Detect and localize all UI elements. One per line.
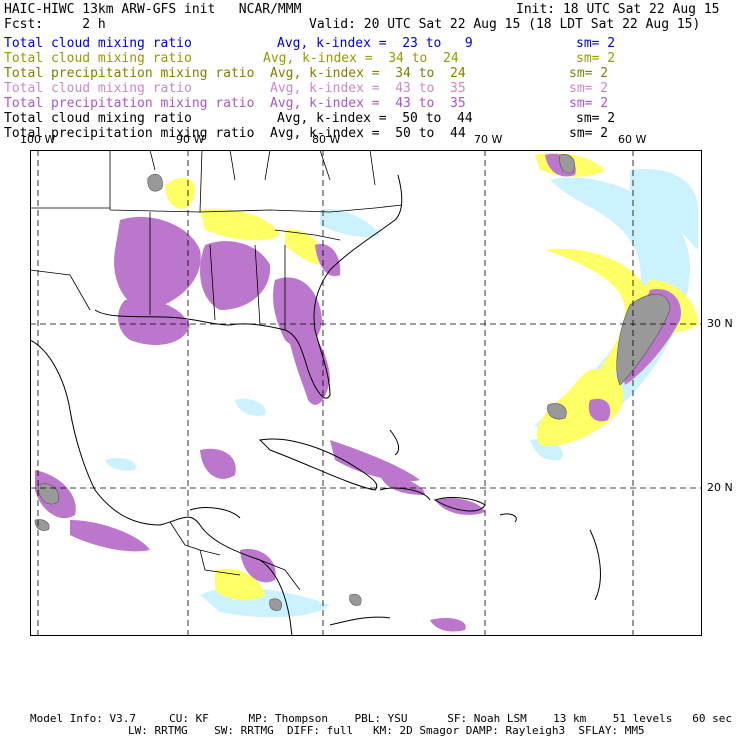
- legend-avg: Avg, k-index = 43 to 35: [270, 96, 466, 111]
- lon-label: 60 W: [618, 133, 647, 146]
- legend-label: Total precipitation mixing ratio: [4, 126, 255, 141]
- legend-sm: sm= 2: [569, 66, 609, 81]
- legend-label: Total cloud mixing ratio: [4, 51, 192, 66]
- lon-label: 100 W: [20, 133, 56, 146]
- model-info-line1: Model Info: V3.7 CU: KF MP: Thompson PBL…: [30, 712, 732, 725]
- lat-lon-grid: [30, 150, 702, 636]
- lon-label: 80 W: [312, 133, 341, 146]
- lat-label: 30 N: [707, 317, 733, 330]
- state-borders: [30, 150, 403, 591]
- legend-avg: Avg, k-index = 23 to 9: [277, 36, 473, 51]
- legend-sm: sm= 2: [569, 81, 609, 96]
- model-info-line2: LW: RRTMG SW: RRTMG DIFF: full KM: 2D Sm…: [128, 724, 645, 737]
- precip-gray: [34, 154, 671, 611]
- legend-sm: sm= 2: [576, 111, 616, 126]
- legend-label: Total precipitation mixing ratio: [4, 96, 255, 111]
- legend-sm: sm= 2: [576, 51, 616, 66]
- init-time: Init: 18 UTC Sat 22 Aug 15: [516, 2, 720, 17]
- legend-avg: Avg, k-index = 43 to 35: [270, 81, 466, 96]
- legend-label: Total cloud mixing ratio: [4, 81, 192, 96]
- forecast-map: [30, 150, 702, 636]
- lat-label: 20 N: [707, 481, 733, 494]
- legend-avg: Avg, k-index = 50 to 44: [277, 111, 473, 126]
- legend-label: Total cloud mixing ratio: [4, 111, 192, 126]
- legend-avg: Avg, k-index = 34 to 24: [263, 51, 459, 66]
- title-line: HAIC-HIWC 13km ARW-GFS init NCAR/MMM: [4, 2, 302, 17]
- legend-label: Total precipitation mixing ratio: [4, 66, 255, 81]
- lon-label: 70 W: [474, 133, 503, 146]
- valid-time: Valid: 20 UTC Sat 22 Aug 15 (18 LDT Sat …: [309, 17, 701, 32]
- lon-label: 90 W: [176, 133, 205, 146]
- legend-sm: sm= 2: [569, 96, 609, 111]
- legend-label: Total cloud mixing ratio: [4, 36, 192, 51]
- legend-avg: Avg, k-index = 50 to 44: [270, 126, 466, 141]
- legend-sm: sm= 2: [576, 36, 616, 51]
- legend-sm: sm= 2: [569, 126, 609, 141]
- legend-avg: Avg, k-index = 34 to 24: [270, 66, 466, 81]
- forecast-hour: Fcst: 2 h: [4, 17, 106, 32]
